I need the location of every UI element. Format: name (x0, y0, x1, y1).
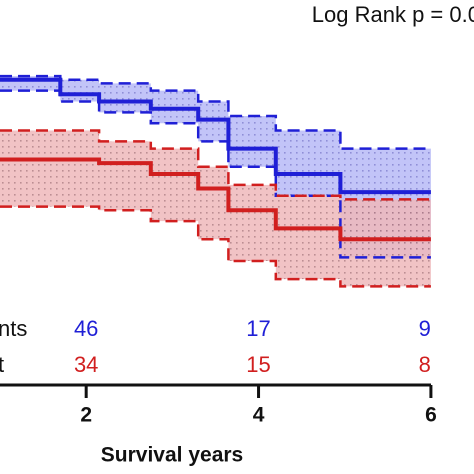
ci-lower (0, 205, 431, 288)
risk-count: 8 (419, 352, 431, 377)
x-tick-label: 4 (253, 404, 265, 427)
survival-curve (0, 157, 431, 242)
x-axis-label: Survival years (101, 444, 243, 467)
ci-upper (0, 129, 431, 201)
risk-count: 17 (246, 316, 270, 341)
x-tick-label: 2 (80, 404, 92, 427)
risk-row-label: nts (0, 316, 27, 341)
risk-count: 34 (74, 352, 98, 377)
ci-upper (0, 74, 431, 150)
x-tick-label: 6 (425, 404, 437, 427)
annotation: Log Rank p = 0.02 (312, 2, 474, 27)
survival-curve (0, 77, 431, 195)
risk-count: 46 (74, 316, 98, 341)
ci-lower (0, 89, 431, 259)
risk-count: 9 (419, 316, 431, 341)
risk-count: 15 (246, 352, 270, 377)
confidence-band (0, 130, 431, 287)
risk-row-label: t (0, 352, 4, 377)
